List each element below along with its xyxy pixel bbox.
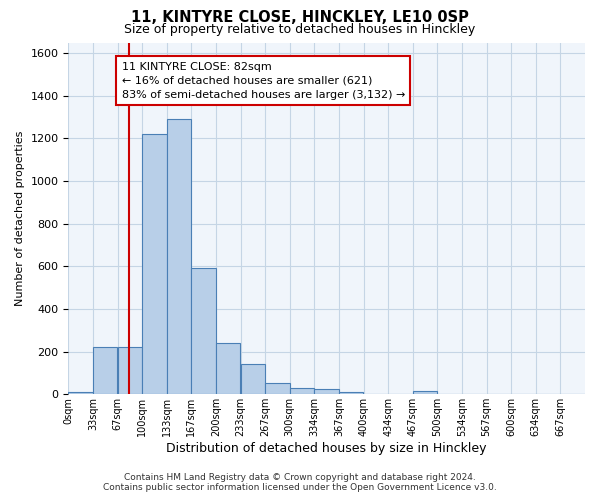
Text: 11, KINTYRE CLOSE, HINCKLEY, LE10 0SP: 11, KINTYRE CLOSE, HINCKLEY, LE10 0SP [131, 10, 469, 25]
Bar [118, 348, 142, 395]
Bar [216, 343, 241, 394]
Bar [290, 388, 314, 394]
Bar [93, 348, 118, 395]
Bar [241, 364, 265, 394]
Text: 11 KINTYRE CLOSE: 82sqm
← 16% of detached houses are smaller (621)
83% of semi-d: 11 KINTYRE CLOSE: 82sqm ← 16% of detache… [122, 62, 405, 100]
Bar [191, 268, 216, 394]
Bar [314, 389, 339, 394]
Bar [167, 120, 191, 394]
Bar [339, 392, 364, 394]
Bar [142, 134, 167, 394]
X-axis label: Distribution of detached houses by size in Hinckley: Distribution of detached houses by size … [166, 442, 487, 455]
Bar [413, 391, 437, 394]
Text: Size of property relative to detached houses in Hinckley: Size of property relative to detached ho… [124, 22, 476, 36]
Y-axis label: Number of detached properties: Number of detached properties [15, 130, 25, 306]
Bar [68, 392, 93, 394]
Bar [265, 382, 290, 394]
Text: Contains HM Land Registry data © Crown copyright and database right 2024.
Contai: Contains HM Land Registry data © Crown c… [103, 473, 497, 492]
